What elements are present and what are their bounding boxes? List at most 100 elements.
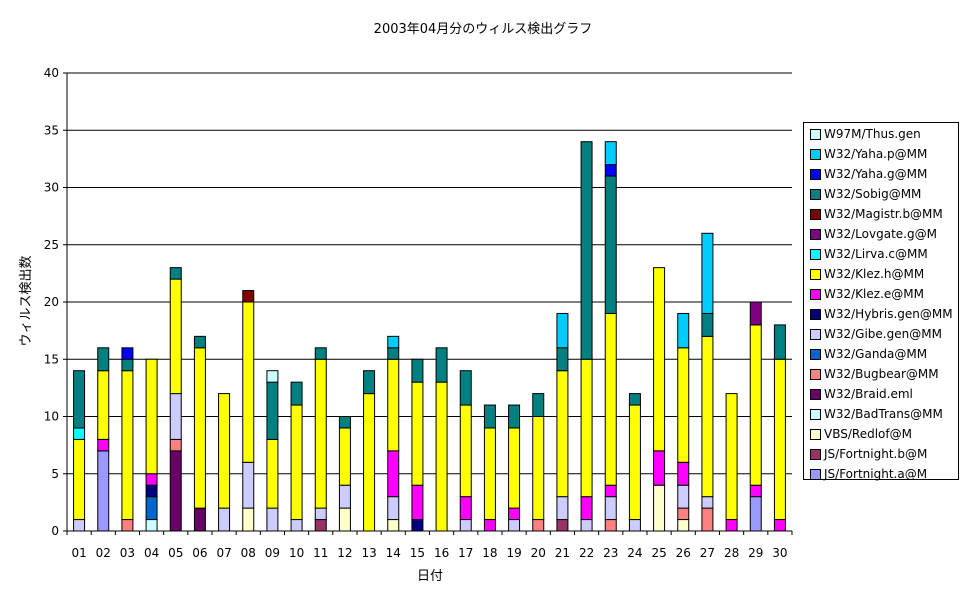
bar-segment <box>73 370 86 429</box>
legend-label: JS/Fortnight.a@M <box>824 467 928 481</box>
bar-segment <box>266 438 279 509</box>
x-tick-label: 20 <box>531 546 546 560</box>
bar-segment <box>193 347 206 509</box>
x-tick-label: 08 <box>241 546 256 560</box>
bar-segment <box>532 519 545 532</box>
bar-segment <box>97 347 110 372</box>
bar-segment <box>97 450 110 532</box>
legend-item: W32/Ganda@MM <box>810 345 927 363</box>
y-tick-label: 10 <box>44 410 59 424</box>
bar-segment <box>653 484 666 532</box>
bar-segment <box>701 507 714 532</box>
bar-segment <box>508 519 521 532</box>
x-tick-label: 06 <box>192 546 207 560</box>
bar-segment <box>242 461 255 509</box>
legend-item: W32/Magistr.b@MM <box>810 205 943 223</box>
x-tick-label: 01 <box>71 546 86 560</box>
x-tick-label: 12 <box>337 546 352 560</box>
bar-segment <box>169 438 182 452</box>
legend-item: JS/Fortnight.a@M <box>810 465 927 483</box>
bar-segment <box>314 519 327 532</box>
bar-segment <box>580 141 593 360</box>
bar-segment <box>604 164 617 177</box>
bar-segment <box>701 312 714 337</box>
y-tick-label: 40 <box>44 66 59 80</box>
bar-segment <box>508 404 521 429</box>
legend-swatch <box>810 368 821 380</box>
bar-segment <box>435 381 448 532</box>
legend-swatch <box>810 308 821 320</box>
bar-segment <box>628 393 641 406</box>
bar-segment <box>387 358 400 452</box>
y-tick-label: 30 <box>44 181 59 195</box>
y-tick-labels: 0 5 10 15 20 25 30 35 40 <box>44 66 59 538</box>
x-tick-label: 26 <box>676 546 691 560</box>
legend-swatch <box>810 208 821 220</box>
legend-item: W32/Bugbear@MM <box>810 365 939 383</box>
bar-segment <box>508 507 521 521</box>
y-tick-label: 20 <box>44 295 59 309</box>
bar-segment <box>556 312 569 349</box>
bar-segment <box>363 370 376 395</box>
bar-segment <box>459 370 472 406</box>
x-tick-label: 03 <box>120 546 135 560</box>
bar-segment <box>338 484 351 509</box>
bar-segment <box>314 507 327 521</box>
bar-segment <box>459 519 472 532</box>
bar-segment <box>169 278 182 395</box>
legend-item: W32/Gibe.gen@MM <box>810 325 942 343</box>
legend-label: W32/Lirva.c@MM <box>824 247 928 261</box>
legend-swatch <box>810 288 821 300</box>
y-tick-label: 0 <box>51 524 59 538</box>
bar-segment <box>508 427 521 509</box>
bar-segment <box>556 519 569 532</box>
chart-title: 2003年04月分のウィルス検出グラフ <box>374 22 593 37</box>
x-tick-label: 09 <box>265 546 280 560</box>
bar-segment <box>169 450 182 532</box>
bar-segment <box>725 393 738 521</box>
x-tick-label: 16 <box>434 546 449 560</box>
bar-segment <box>145 496 158 521</box>
bar-segment <box>749 484 762 498</box>
legend-label: VBS/Redlof@M <box>824 427 912 441</box>
bar-segment <box>387 347 400 360</box>
bar-segment <box>556 347 569 372</box>
legend-item: VBS/Redlof@M <box>810 425 912 443</box>
bar-segment <box>604 484 617 498</box>
bar-segment <box>773 519 786 532</box>
bar-segment <box>169 267 182 280</box>
legend-label: W32/Klez.h@MM <box>824 267 925 281</box>
legend-label: W32/Magistr.b@MM <box>824 207 943 221</box>
bar-segment <box>145 484 158 498</box>
bar-segment <box>604 519 617 532</box>
legend-swatch <box>810 148 821 160</box>
legend-label: W32/Hybris.gen@MM <box>824 307 953 321</box>
legend-swatch <box>810 188 821 200</box>
x-tick-labels: 01 02 03 04 05 06 07 08 09 10 11 12 13 14 15 16 17 18 19 20… <box>71 546 787 560</box>
x-tick-label: 14 <box>386 546 401 560</box>
bar-segment <box>193 507 206 532</box>
bar-segment <box>459 404 472 498</box>
x-tick-label: 28 <box>724 546 739 560</box>
legend-label: W32/Yaha.p@MM <box>824 147 928 161</box>
x-tick-label: 17 <box>458 546 473 560</box>
x-tick-label: 29 <box>748 546 763 560</box>
bar-segment <box>387 335 400 349</box>
bar-segment <box>749 301 762 326</box>
legend-label: W32/BadTrans@MM <box>824 407 943 421</box>
legend-item: W32/Lovgate.g@M <box>810 225 937 243</box>
legend-swatch <box>810 128 821 140</box>
bar-segment <box>604 141 617 166</box>
bar-segment <box>653 267 666 452</box>
bar-segment <box>314 347 327 360</box>
bar-segment <box>73 427 86 440</box>
legend-swatch <box>810 468 821 480</box>
legend-label: W32/Lovgate.g@M <box>824 227 937 241</box>
legend-label: W32/Bugbear@MM <box>824 367 939 381</box>
bar-segment <box>169 393 182 440</box>
bar-segment <box>145 519 158 532</box>
bar-segment <box>338 416 351 429</box>
y-tick-label: 15 <box>44 352 59 366</box>
bar-segment <box>121 358 134 372</box>
